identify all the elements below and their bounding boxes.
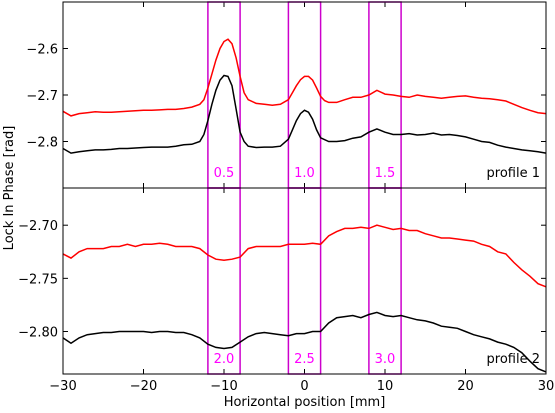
black-profile-line [62, 311, 547, 373]
box-label: 0.5 [214, 166, 235, 181]
panel-frame [62, 187, 547, 375]
red-profile-line [62, 38, 547, 117]
panel-frame [62, 1, 547, 189]
box-label: 2.5 [294, 352, 315, 367]
x-tick-label: −10 [210, 379, 237, 394]
x-tick-label: −30 [49, 379, 76, 394]
highlight-box [287, 1, 322, 189]
box-label: 1.5 [375, 166, 396, 181]
x-tick-label: −20 [130, 379, 157, 394]
y-tick-label: −2.8 [26, 136, 58, 151]
red-profile-line [62, 224, 547, 288]
y-tick-label: −2.75 [18, 272, 58, 287]
panel-label: profile 2 [487, 352, 540, 367]
box-label: 3.0 [375, 352, 396, 367]
x-tick-label: 30 [538, 379, 555, 394]
x-tick-label: 0 [300, 379, 308, 394]
highlight-box [207, 1, 241, 189]
black-profile-line [62, 74, 547, 154]
y-tick-label: −2.6 [26, 43, 58, 58]
y-axis-label: Lock In Phase [rad] [2, 126, 17, 251]
y-tick-label: −2.7 [26, 89, 58, 104]
y-tick-label: −2.80 [18, 325, 58, 340]
highlight-box [368, 187, 402, 375]
y-tick-label: −2.70 [18, 219, 58, 234]
box-label: 2.0 [214, 352, 235, 367]
panel-label: profile 1 [487, 166, 540, 181]
highlight-box [287, 187, 322, 375]
x-tick-label: 10 [377, 379, 394, 394]
x-tick-label: 20 [457, 379, 474, 394]
x-axis-label: Horizontal position [mm] [224, 395, 386, 410]
box-label: 1.0 [294, 166, 315, 181]
